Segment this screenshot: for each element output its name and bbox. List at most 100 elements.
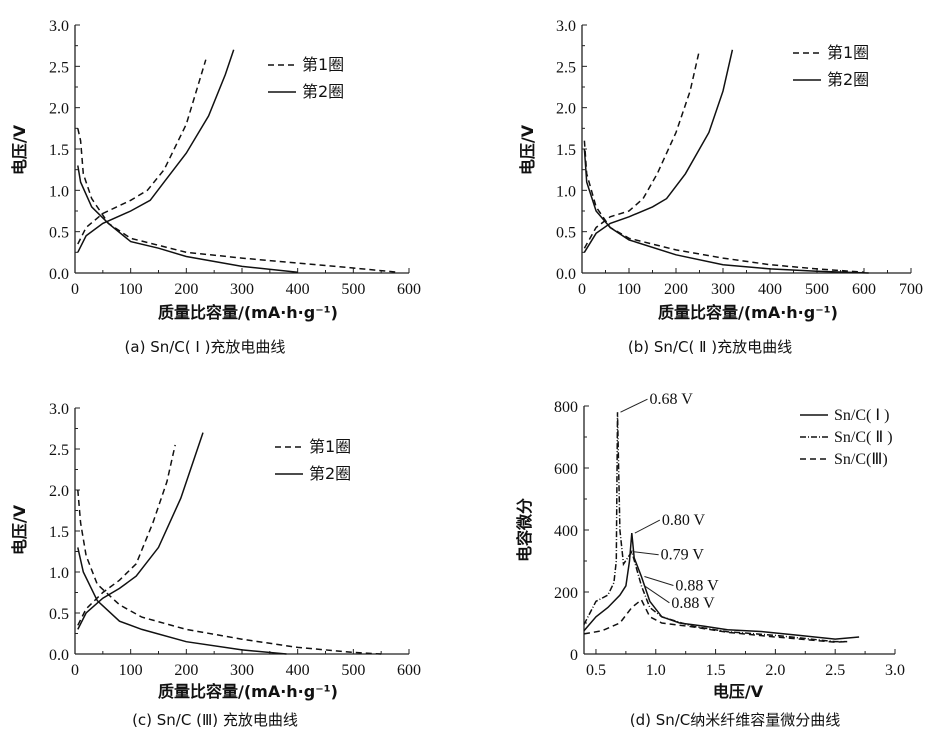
chart-a: 0 100 200 300 400 500 600 0.0 0.5 1.0 1.5 2.0 2.5 3.0… bbox=[10, 18, 421, 356]
series-line bbox=[583, 148, 869, 274]
legend-label: 第2圈 bbox=[309, 464, 351, 483]
x-tick-label: 300 bbox=[230, 662, 254, 679]
y-tick-label: 2.0 bbox=[556, 101, 576, 118]
x-tick-label: 0.5 bbox=[586, 662, 606, 679]
y-tick-label: 2.5 bbox=[49, 442, 69, 459]
y-tick-label: 400 bbox=[554, 523, 578, 540]
y-tick-label: 0.5 bbox=[49, 225, 69, 242]
legend-label: Sn/C(Ⅲ) bbox=[834, 451, 888, 468]
series-line bbox=[583, 598, 848, 643]
series-line bbox=[77, 165, 298, 273]
x-tick-label: 1.5 bbox=[706, 662, 726, 679]
x-tick-label: 400 bbox=[758, 281, 782, 298]
annotation-label: 0.79 V bbox=[661, 547, 705, 564]
x-tick-label: 100 bbox=[119, 281, 143, 298]
chart-b: 0 100 200 300 400 500 600 700 0.0 0.5 1.0 1.5 2.0 2.5… bbox=[518, 18, 923, 356]
y-tick-label: 600 bbox=[554, 461, 578, 478]
series-line bbox=[583, 49, 734, 253]
x-tick-label: 200 bbox=[174, 281, 198, 298]
x-tick-label: 1.0 bbox=[646, 662, 666, 679]
y-tick-label: 1.5 bbox=[49, 142, 69, 159]
y-tick-label: 2.0 bbox=[49, 101, 69, 118]
annotation-label: 0.88 V bbox=[675, 578, 719, 595]
y-tick-label: 2.0 bbox=[49, 483, 69, 500]
y-tick-label: 3.0 bbox=[49, 18, 69, 35]
legend-label: 第1圈 bbox=[827, 43, 869, 62]
y-tick-label: 0.5 bbox=[556, 225, 576, 242]
series-line bbox=[77, 444, 176, 626]
chart-caption: (c) Sn/C (Ⅲ) 充放电曲线 bbox=[132, 711, 298, 729]
chart-caption: (d) Sn/C纳米纤维容量微分曲线 bbox=[630, 711, 841, 729]
chart-caption: (a) Sn/C( Ⅰ )充放电曲线 bbox=[125, 338, 286, 356]
y-tick-label: 0.0 bbox=[556, 266, 576, 283]
chart-caption: (b) Sn/C( Ⅱ )充放电曲线 bbox=[628, 338, 792, 356]
x-tick-label: 300 bbox=[230, 281, 254, 298]
x-axis-label: 质量比容量/(mA·h·g⁻¹) bbox=[658, 303, 838, 322]
x-tick-label: 100 bbox=[617, 281, 641, 298]
x-tick-label: 400 bbox=[286, 281, 310, 298]
x-axis-label: 质量比容量/(mA·h·g⁻¹) bbox=[158, 303, 338, 322]
series-line bbox=[77, 128, 398, 273]
y-tick-label: 800 bbox=[554, 399, 578, 416]
annotation-arrow bbox=[644, 576, 674, 586]
x-tick-label: 500 bbox=[805, 281, 829, 298]
x-tick-label: 200 bbox=[664, 281, 688, 298]
x-tick-label: 600 bbox=[397, 662, 421, 679]
annotation-label: 0.88 V bbox=[671, 595, 715, 612]
x-tick-label: 500 bbox=[341, 662, 365, 679]
series-line bbox=[77, 432, 204, 630]
legend-label: 第1圈 bbox=[309, 437, 351, 456]
y-tick-label: 1.0 bbox=[49, 183, 69, 200]
y-tick-label: 0 bbox=[570, 647, 578, 664]
y-tick-label: 1.5 bbox=[556, 142, 576, 159]
y-axis-label: 电容微分 bbox=[515, 498, 534, 562]
series-line bbox=[77, 49, 235, 253]
y-tick-label: 2.5 bbox=[49, 59, 69, 76]
y-axis-label: 电压/V bbox=[10, 124, 29, 175]
legend-label: Sn/C( Ⅱ ) bbox=[834, 429, 893, 446]
y-tick-label: 1.0 bbox=[49, 565, 69, 582]
legend-label: 第2圈 bbox=[827, 70, 869, 89]
x-tick-label: 0 bbox=[71, 281, 79, 298]
x-tick-label: 700 bbox=[899, 281, 923, 298]
y-tick-label: 3.0 bbox=[49, 401, 69, 418]
series-line bbox=[583, 412, 848, 643]
annotation-arrow bbox=[633, 551, 659, 556]
x-tick-label: 500 bbox=[341, 281, 365, 298]
y-axis-label: 电压/V bbox=[518, 124, 537, 175]
y-axis-label: 电压/V bbox=[10, 504, 29, 555]
x-tick-label: 300 bbox=[711, 281, 735, 298]
x-axis-label: 质量比容量/(mA·h·g⁻¹) bbox=[158, 682, 338, 701]
y-tick-label: 0.5 bbox=[49, 606, 69, 623]
annotation-arrow bbox=[644, 585, 670, 604]
annotation-arrow bbox=[634, 519, 661, 534]
annotation-label: 0.80 V bbox=[662, 512, 706, 529]
y-tick-label: 3.0 bbox=[556, 18, 576, 35]
series-line bbox=[583, 533, 860, 640]
series-line bbox=[77, 489, 382, 655]
series-line bbox=[583, 49, 701, 249]
legend-label: 第2圈 bbox=[302, 82, 344, 101]
x-tick-label: 2.5 bbox=[825, 662, 845, 679]
y-tick-label: 1.0 bbox=[556, 183, 576, 200]
chart-d: 0.5 1.0 1.5 2.0 2.5 3.0 0 200 400 600 800 电压/V 电容微分 (… bbox=[515, 391, 905, 729]
x-tick-label: 3.0 bbox=[885, 662, 905, 679]
series-line bbox=[77, 59, 207, 245]
chart-c: 0 100 200 300 400 500 600 0.0 0.5 1.0 1.5 2.0 2.5 3.0… bbox=[10, 401, 421, 729]
x-tick-label: 2.0 bbox=[765, 662, 785, 679]
y-tick-label: 0.0 bbox=[49, 647, 69, 664]
y-tick-label: 0.0 bbox=[49, 266, 69, 283]
series-line bbox=[77, 547, 287, 655]
legend-label: 第1圈 bbox=[302, 55, 344, 74]
x-tick-label: 400 bbox=[286, 662, 310, 679]
series-line bbox=[583, 140, 865, 273]
annotation-arrow bbox=[620, 398, 648, 413]
x-tick-label: 0 bbox=[71, 662, 79, 679]
x-tick-label: 600 bbox=[852, 281, 876, 298]
annotation-label: 0.68 V bbox=[649, 391, 693, 408]
y-tick-label: 1.5 bbox=[49, 524, 69, 541]
legend-label: Sn/C( Ⅰ ) bbox=[834, 407, 889, 424]
x-tick-label: 200 bbox=[174, 662, 198, 679]
x-tick-label: 100 bbox=[119, 662, 143, 679]
